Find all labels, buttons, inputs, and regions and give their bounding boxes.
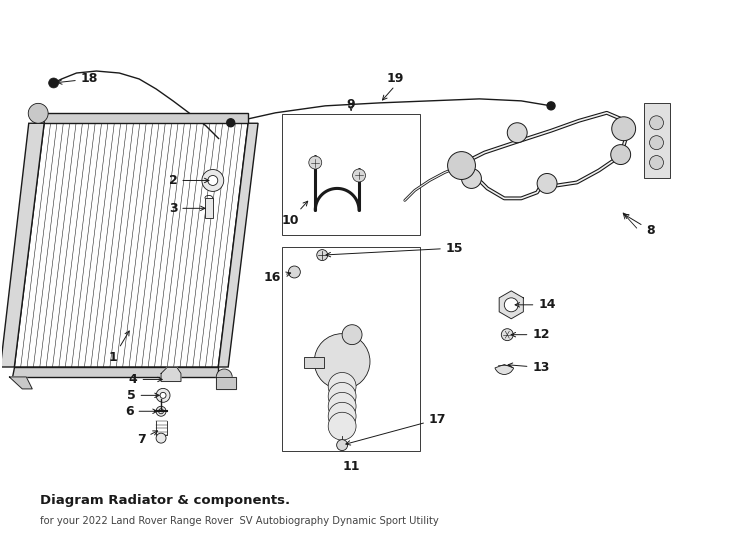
Circle shape [650, 156, 664, 170]
Circle shape [328, 402, 356, 430]
Circle shape [328, 412, 356, 440]
Text: 15: 15 [326, 241, 463, 257]
Text: 13: 13 [508, 361, 550, 374]
Circle shape [156, 433, 166, 443]
Text: 8: 8 [624, 214, 655, 237]
Circle shape [156, 388, 170, 402]
Circle shape [160, 393, 166, 399]
Circle shape [537, 173, 557, 193]
Text: 17: 17 [346, 413, 446, 445]
Circle shape [547, 102, 555, 110]
Circle shape [611, 145, 631, 165]
Polygon shape [1, 123, 44, 367]
Polygon shape [12, 367, 218, 377]
Text: 9: 9 [346, 98, 355, 111]
Circle shape [507, 123, 527, 143]
Text: 12: 12 [511, 328, 550, 341]
Polygon shape [161, 368, 181, 381]
Bar [283, 247, 420, 451]
Polygon shape [499, 291, 523, 319]
Text: 2: 2 [169, 174, 209, 187]
Circle shape [48, 78, 59, 88]
Polygon shape [42, 113, 248, 123]
Text: 1: 1 [109, 331, 129, 364]
Polygon shape [644, 103, 670, 179]
Circle shape [314, 334, 370, 389]
Circle shape [342, 325, 362, 345]
Circle shape [337, 440, 348, 450]
Circle shape [202, 170, 224, 191]
Bar [305, 356, 324, 368]
Circle shape [317, 249, 327, 260]
Circle shape [504, 298, 518, 312]
Circle shape [448, 152, 476, 179]
Text: 6: 6 [125, 405, 157, 418]
Circle shape [650, 116, 664, 130]
Circle shape [328, 373, 356, 400]
Text: 4: 4 [129, 373, 162, 386]
Polygon shape [217, 377, 236, 389]
Text: 18: 18 [57, 72, 98, 85]
Circle shape [159, 409, 164, 414]
Circle shape [309, 156, 321, 169]
Circle shape [28, 103, 48, 123]
Text: 7: 7 [137, 431, 158, 445]
Circle shape [501, 329, 513, 341]
Circle shape [288, 266, 300, 278]
Text: for your 2022 Land Rover Range Rover  SV Autobiography Dynamic Sport Utility: for your 2022 Land Rover Range Rover SV … [40, 516, 438, 526]
Polygon shape [218, 123, 258, 367]
Circle shape [208, 176, 218, 185]
Text: 10: 10 [282, 201, 308, 227]
Bar [205, 198, 213, 218]
Circle shape [227, 119, 235, 127]
Text: 16: 16 [264, 272, 291, 285]
Text: 5: 5 [127, 389, 159, 402]
Circle shape [462, 168, 482, 188]
Bar [283, 114, 420, 235]
Text: Diagram Radiator & components.: Diagram Radiator & components. [40, 494, 290, 507]
Polygon shape [10, 377, 32, 389]
Circle shape [156, 406, 166, 416]
Text: 3: 3 [169, 202, 205, 215]
Circle shape [352, 169, 366, 182]
Circle shape [650, 136, 664, 150]
Text: 19: 19 [386, 72, 404, 85]
Circle shape [217, 369, 232, 385]
Circle shape [611, 117, 636, 140]
Circle shape [328, 393, 356, 420]
Wedge shape [495, 364, 514, 374]
Circle shape [328, 382, 356, 410]
Text: 11: 11 [342, 461, 360, 474]
Text: 14: 14 [515, 298, 556, 312]
